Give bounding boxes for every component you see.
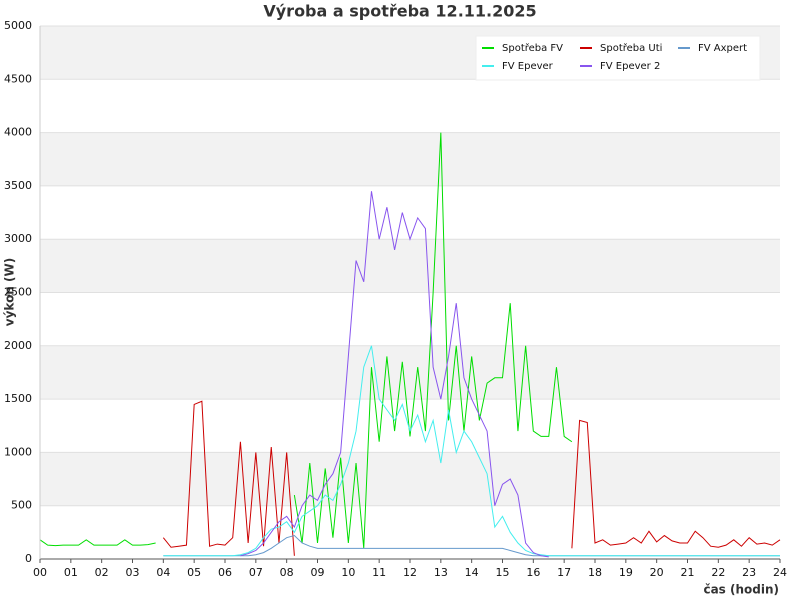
x-tick-label: 24 [773,566,787,579]
x-tick-label: 19 [619,566,633,579]
band [40,452,780,506]
lines [39,132,781,558]
band [40,345,780,400]
series-line [163,345,780,557]
y-tick-label: 3000 [4,232,32,245]
x-tick-label: 17 [557,566,571,579]
legend-label: Spotřeba FV [502,42,563,54]
x-tick-label: 05 [187,566,201,579]
x-tick-label: 22 [711,566,725,579]
x-tick-label: 13 [434,566,448,579]
legend-label: FV Epever 2 [600,61,660,72]
y-tick-label: 0 [25,552,32,565]
x-tick-label: 08 [280,566,294,579]
y-tick-label: 1500 [4,392,32,405]
y-tick-label: 5000 [4,19,32,32]
chart-title: Výroba a spotřeba 12.11.2025 [263,2,536,21]
series-line [240,191,549,558]
x-tick-label: 21 [681,566,695,579]
x-tick-label: 03 [126,566,140,579]
band [40,132,780,186]
x-tick-label: 04 [156,566,170,579]
band [40,239,780,293]
y-tick-label: 3500 [4,179,32,192]
legend-label: Spotřeba Uti [600,42,662,54]
x-tick-label: 02 [95,566,109,579]
y-tick-label: 2500 [4,286,32,299]
y-tick-label: 1000 [4,445,32,458]
y-axis-label: výkon (W) [3,258,17,326]
y-tick-label: 500 [11,499,32,512]
legend: Spotřeba FV Spotřeba Uti FV Axpert FV Epeve… [475,35,761,81]
x-tick-label: 18 [588,566,602,579]
x-tick-label: 11 [372,566,386,579]
legend-box [475,35,761,81]
y-tick-label: 4500 [4,72,32,85]
x-tick-label: 00 [33,566,47,579]
x-tick-label: 14 [465,566,479,579]
y-tick-label: 2000 [4,339,32,352]
x-tick-label: 01 [64,566,78,579]
x-tick-label: 16 [526,566,540,579]
x-tick-label: 15 [496,566,510,579]
x-tick-label: 06 [218,566,232,579]
x-tick-label: 09 [311,566,325,579]
axes: 0500100015002000250030003500400045005000… [4,19,787,579]
legend-label: FV Axpert [698,43,747,54]
x-tick-label: 07 [249,566,263,579]
x-tick-label: 20 [650,566,664,579]
series-line [39,132,573,549]
y-tick-label: 4000 [4,126,32,139]
x-axis-label: čas (hodin) [703,583,779,597]
series-line [162,400,781,556]
legend-label: FV Epever [502,61,554,72]
x-tick-label: 23 [742,566,756,579]
x-tick-label: 10 [341,566,355,579]
x-tick-label: 12 [403,566,417,579]
